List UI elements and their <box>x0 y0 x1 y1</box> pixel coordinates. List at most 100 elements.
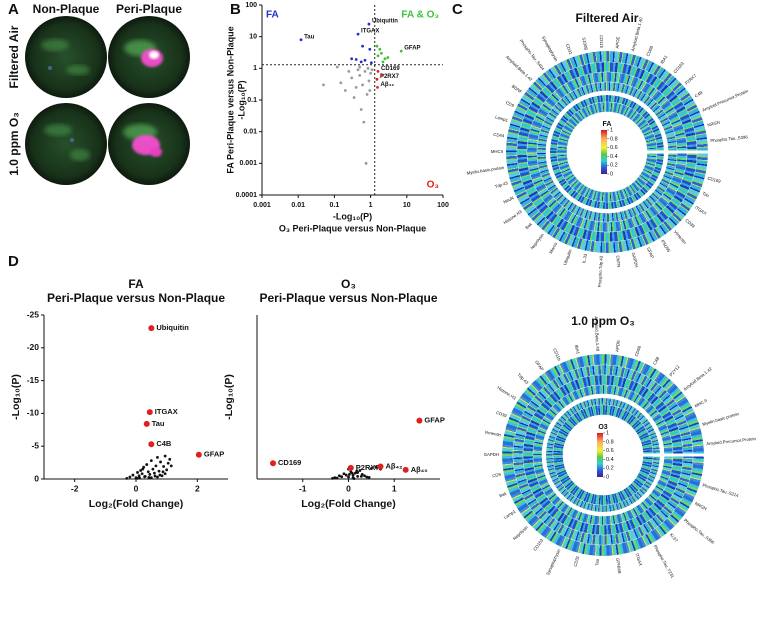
ring-label: P2RX7 <box>684 73 698 86</box>
data-point <box>369 61 373 65</box>
panel-label: D <box>8 253 19 270</box>
y-tick-label: 100 <box>245 2 257 9</box>
data-point <box>140 472 144 476</box>
colorbar-label: FA <box>603 121 612 128</box>
data-point <box>143 420 150 427</box>
data-point <box>386 56 390 59</box>
y-tick-label: -25 <box>27 309 40 319</box>
ring-label: Phospho.Tau..S396 <box>683 518 716 546</box>
data-point <box>358 469 362 472</box>
ring-label: Phospho.Tau..S396 <box>710 134 748 143</box>
ring-label: CD31 <box>565 43 574 56</box>
point-label: CD169 <box>381 66 400 72</box>
x-axis-title: Log₂(Fold Change) <box>89 498 183 510</box>
data-point <box>368 89 372 92</box>
ring-label: CD169 <box>707 176 722 184</box>
ring-label: Histone.H3 <box>503 209 524 226</box>
micrograph <box>108 103 190 185</box>
data-point <box>350 57 354 61</box>
data-point <box>356 68 360 72</box>
ring-label: S100B <box>581 37 589 51</box>
colorbar <box>597 433 603 477</box>
ring-label: CD68 <box>634 345 642 358</box>
data-point <box>359 60 363 64</box>
y-tick-label: -5 <box>31 440 39 450</box>
data-point <box>369 71 372 75</box>
y-tick-label: 10 <box>249 34 257 41</box>
data-point <box>364 161 368 165</box>
data-point <box>416 417 423 424</box>
ring-label: APOE <box>614 36 620 49</box>
data-point <box>136 471 139 474</box>
y-axis-title: -Log₁₀(P) <box>236 80 246 119</box>
y-tick-label: 0.01 <box>243 129 257 136</box>
data-point <box>138 476 142 480</box>
data-point <box>352 477 356 481</box>
ring-label: Phospho.Tau..S214 <box>702 482 740 498</box>
x-tick-label: 0.1 <box>330 202 340 209</box>
ring-label: ITGAX <box>634 553 643 567</box>
ring-label: GFAP <box>646 247 655 260</box>
point-label: P2RX7 <box>356 463 380 472</box>
data-point <box>125 476 129 480</box>
y-tick-label: -15 <box>27 375 40 385</box>
ring-label: C4B <box>652 356 661 366</box>
data-point <box>141 467 145 471</box>
x-axis-title: O₃ Peri-Plaque versus Non-Plaque <box>279 223 426 233</box>
x-tick-label: 1 <box>392 483 397 493</box>
ring-label: Amyloid.Beta.1.42 <box>682 366 713 392</box>
point-label: Aβ₄₂ <box>380 82 394 88</box>
y-tick-label: -10 <box>27 408 40 418</box>
ring-label: Tau <box>702 191 711 199</box>
data-point <box>137 474 141 478</box>
point-label: Aβ₄₀ <box>411 465 428 474</box>
colorbar-tick-label: 1 <box>606 430 609 436</box>
data-point <box>359 108 363 111</box>
ring-label: MHCII <box>491 149 503 154</box>
data-point <box>331 476 334 480</box>
data-point <box>195 451 202 458</box>
data-point <box>402 466 409 473</box>
ring-label: CD31 <box>573 555 581 567</box>
x-tick-label: -2 <box>71 483 79 493</box>
data-point <box>151 467 155 471</box>
panel-label: B <box>230 1 241 18</box>
ring-label: Myelin.basic.protein <box>466 165 505 176</box>
heatmap-title: 1.0 ppm O₃ <box>571 314 635 328</box>
ring-label: Amyloid.Beta.1.40 <box>594 316 601 352</box>
data-point <box>359 474 363 478</box>
colorbar-tick-label: 0.6 <box>606 448 614 454</box>
x-tick-label: 100 <box>437 202 449 209</box>
data-point <box>143 475 146 479</box>
data-point <box>354 85 358 89</box>
data-point <box>358 65 362 69</box>
ring-label: ITGAX <box>694 205 708 216</box>
data-point <box>146 470 150 474</box>
micrograph <box>25 16 107 98</box>
data-point <box>367 22 371 26</box>
data-point <box>344 473 348 477</box>
point-label: CD169 <box>278 458 301 467</box>
x-tick-label: 0.01 <box>291 202 305 209</box>
ring-label: P2Y12 <box>668 364 681 378</box>
ring-label: Tdp.43 <box>494 180 509 189</box>
legend-label: FA <box>266 10 279 21</box>
data-point <box>165 468 169 472</box>
ring-label: CD44 <box>493 132 505 139</box>
point-label: Aβ₄₂ <box>386 462 403 471</box>
data-point <box>358 73 362 77</box>
ring-label: Ki.67 <box>669 532 680 543</box>
ring-label: NRGN <box>694 501 708 511</box>
colorbar-tick-label: 0.4 <box>606 457 614 463</box>
panel-label: A <box>8 1 19 18</box>
x-tick-label: 2 <box>195 483 200 493</box>
data-point <box>376 54 380 58</box>
ring-label: PSD95 <box>660 239 672 254</box>
y-tick-label: 0.001 <box>239 160 257 167</box>
data-point <box>146 409 153 416</box>
heatmap-title: Filtered Air <box>576 11 639 25</box>
ring-label: Phospho.Tau..S404 <box>519 38 546 71</box>
ring-label: Marris <box>548 241 558 254</box>
